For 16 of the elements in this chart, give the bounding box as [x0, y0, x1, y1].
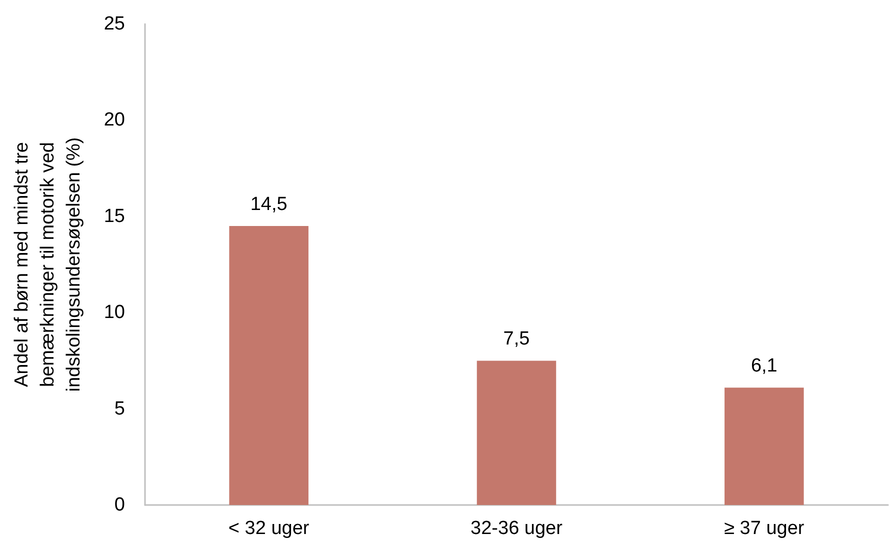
y-tick-label: 15 [104, 206, 125, 227]
y-tick-label: 5 [114, 398, 125, 420]
bar [476, 360, 556, 505]
data-label: 6,1 [750, 356, 778, 377]
data-label: 14,5 [250, 194, 288, 216]
data-label: 7,5 [503, 328, 530, 350]
bar [724, 388, 804, 505]
y-tick-label: 20 [104, 110, 125, 131]
x-tick-label: ≥ 37 uger [724, 518, 805, 539]
y-tick-label: 25 [104, 14, 125, 34]
x-tick-label: 32-36 uger [470, 518, 564, 539]
y-tick-label: 10 [104, 302, 125, 324]
x-tick-label: < 32 uger [228, 518, 310, 539]
bar [229, 226, 308, 505]
y-tick-label: 0 [114, 494, 125, 516]
y-axis-title: Andel af børn med mindst tre bemærkninger til motorik ved indskolingsundersøgelsen (%) [12, 137, 84, 392]
